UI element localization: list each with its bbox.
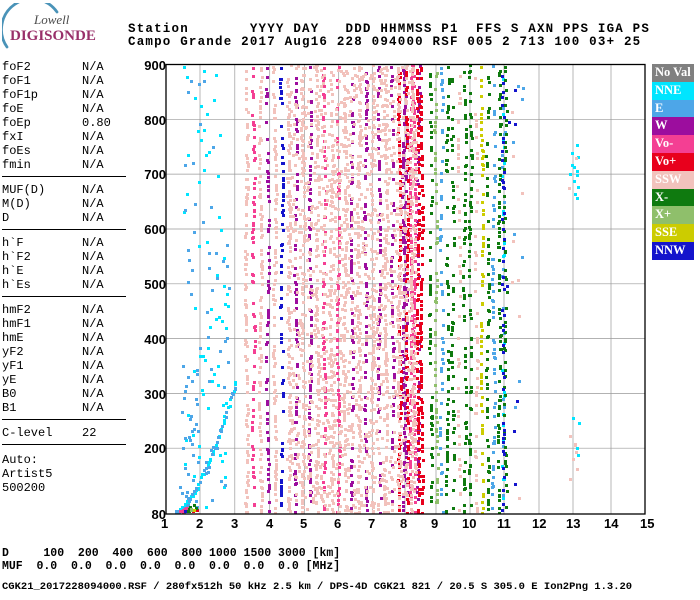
svg-text:DIGISONDE: DIGISONDE [10,28,96,44]
svg-text:Lowell: Lowell [33,12,70,27]
